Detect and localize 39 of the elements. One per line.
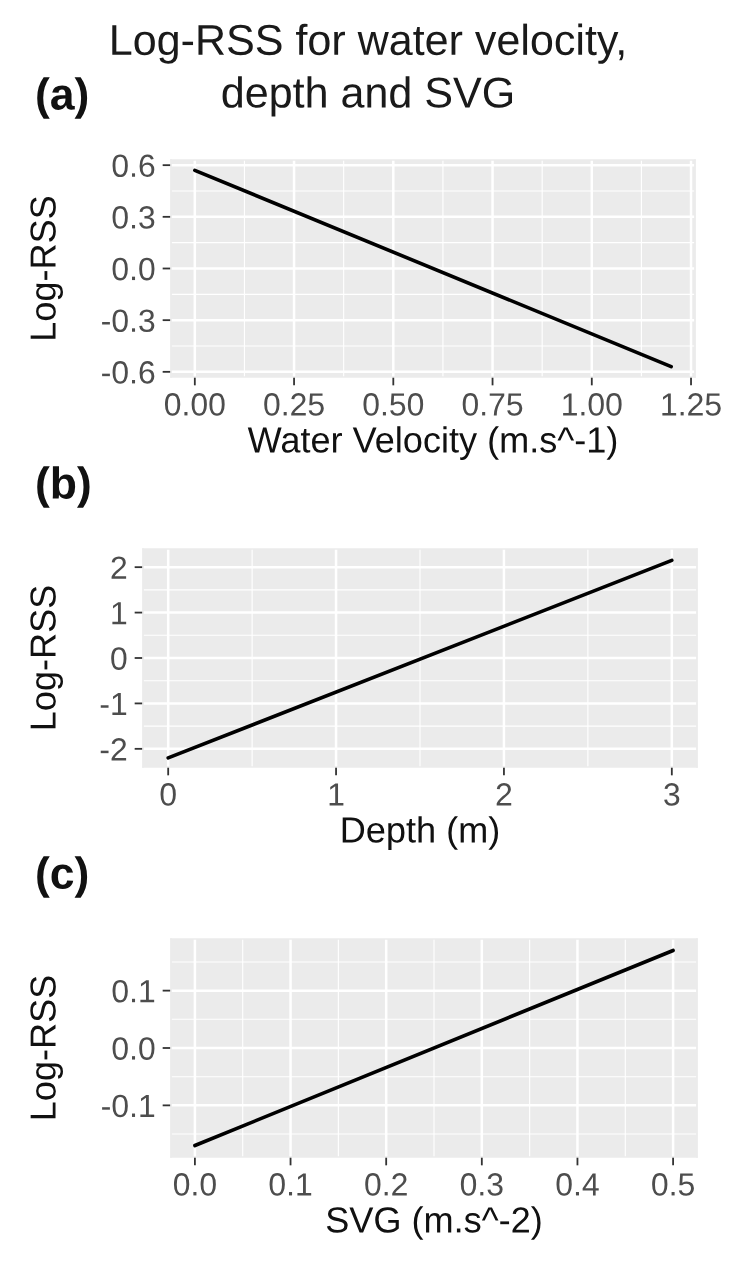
x-axis-title: SVG (m.s^-2) [326,1206,541,1240]
text: (b) [37,466,90,508]
x-tick-label: 0.00 [164,393,225,416]
x-tick-label: 0.50 [363,393,424,416]
x-tick-label: 1 [329,783,344,806]
y-axis-title: Log-RSS [30,196,63,339]
y-tick-label: 0.0 [112,257,155,281]
y-axis-title: Log-RSS [30,586,63,729]
x-tick-label: 0.4 [556,1173,599,1196]
x-tick-label: 1.00 [563,393,622,416]
x-tick-label: 0.1 [269,1173,312,1196]
x-axis-title: Depth (m) [342,816,499,850]
x-tick-label: 0.2 [365,1173,407,1196]
y-tick-label: 0.6 [112,154,155,178]
x-tick-label: 0.25 [264,393,324,416]
y-tick-label: 0.0 [112,1037,155,1060]
x-tick-label: 0.3 [460,1173,503,1196]
y-tick-label: 1 [112,602,127,625]
x-tick-label: 1.25 [662,393,721,416]
y-axis-title: Log-RSS [30,976,63,1119]
text: (c) [37,856,88,898]
x-axis-title: Water Velocity (m.s^-1) [247,426,617,460]
text: (a) [37,77,88,119]
y-tick-label: -0.3 [102,309,155,333]
y-tick-label: 2 [111,556,127,579]
y-tick-label: 0.1 [112,979,155,1003]
x-tick-label: 2 [496,783,512,806]
y-tick-label: -0.1 [102,1094,155,1118]
y-tick-label: -1 [100,693,127,715]
y-tick-label: 0.3 [112,206,155,229]
x-tick-label: 0 [160,783,176,806]
x-tick-label: 3 [664,783,680,806]
y-tick-label: 0 [111,647,127,670]
chart-title: Log-RSS for water velocity, depth and SVG [112,23,624,117]
x-tick-label: 0.5 [652,1173,694,1196]
x-tick-label: 0.75 [462,393,523,416]
y-tick-label: -0.6 [102,361,155,384]
x-tick-label: 0.0 [173,1173,216,1196]
y-tick-label: -2 [100,738,127,761]
